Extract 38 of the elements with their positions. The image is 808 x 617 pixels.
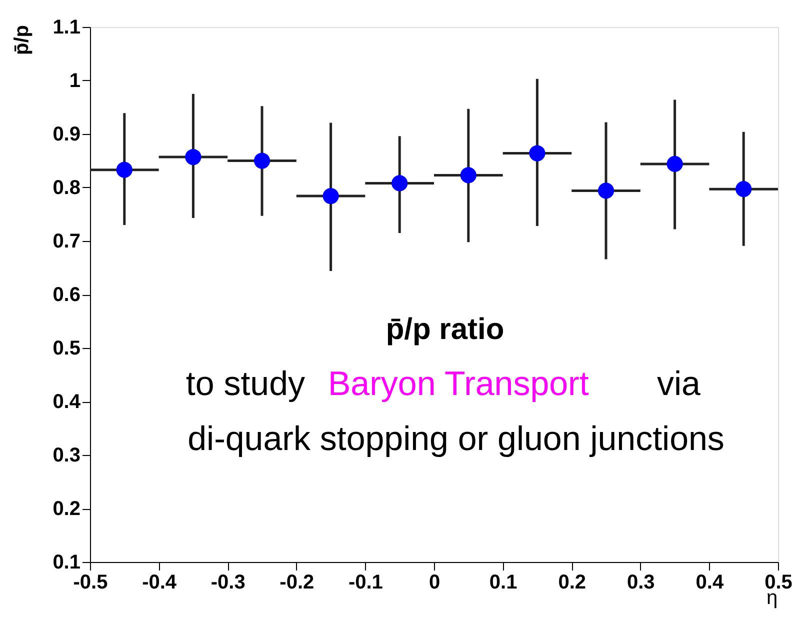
x-tick-label: 0.2 bbox=[558, 572, 586, 594]
annotation: Baryon Transport bbox=[328, 365, 590, 403]
annotation: di-quark stopping or gluon junctions bbox=[188, 420, 724, 458]
x-tick-label: -0.1 bbox=[348, 572, 383, 594]
annotation: via bbox=[657, 365, 701, 403]
x-tick-label: 0.1 bbox=[489, 572, 518, 594]
annotation: p̄/p ratio bbox=[386, 313, 504, 346]
y-tick-label: 0.1 bbox=[52, 552, 80, 574]
y-tick-label: 0.2 bbox=[52, 498, 80, 520]
y-tick-label: 0.7 bbox=[52, 230, 80, 252]
point bbox=[392, 175, 408, 192]
x-tick-label: 0.5 bbox=[764, 572, 792, 594]
y-tick-label: 0.8 bbox=[52, 177, 80, 199]
x-tick-label: -0.5 bbox=[73, 572, 108, 594]
y-tick-label: 0.5 bbox=[52, 338, 80, 360]
y-tick-label: 1 bbox=[69, 70, 80, 92]
point bbox=[598, 182, 614, 199]
point bbox=[666, 156, 683, 172]
y-tick-label: 0.4 bbox=[52, 391, 82, 413]
y-axis-title: p̄/p bbox=[11, 25, 33, 55]
point bbox=[185, 148, 202, 166]
point bbox=[529, 145, 546, 162]
y-tick-label: 1.1 bbox=[52, 16, 80, 38]
y-tick-label: 0.6 bbox=[52, 284, 80, 306]
point bbox=[322, 188, 339, 204]
point bbox=[736, 181, 752, 198]
x-tick-label: 0.3 bbox=[626, 572, 655, 594]
x-tick-label: -0.4 bbox=[142, 572, 178, 594]
y-tick-label: 0.9 bbox=[52, 124, 80, 146]
x-tick-label: -0.2 bbox=[280, 572, 314, 594]
point bbox=[254, 152, 270, 169]
x-tick-label: -0.3 bbox=[210, 572, 246, 594]
x-tick-label: 0.4 bbox=[696, 572, 724, 594]
annotation: to study bbox=[186, 365, 305, 403]
point bbox=[116, 162, 132, 178]
y-tick-label: 0.3 bbox=[52, 444, 80, 466]
point bbox=[460, 167, 476, 184]
x-tick-label: 0 bbox=[428, 572, 440, 594]
